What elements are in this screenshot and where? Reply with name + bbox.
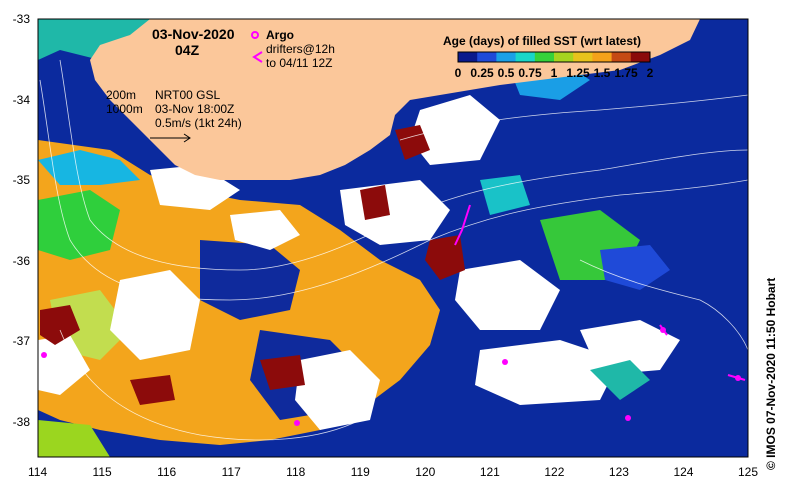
contour-200-label: 200m — [106, 88, 137, 102]
legend-color-swatch — [573, 52, 593, 62]
latitude-tick: -37 — [12, 334, 30, 348]
bathymetry-contours — [39, 59, 748, 441]
latitude-tick: -35 — [12, 173, 30, 187]
legend-tick-label: 1.25 — [566, 66, 590, 80]
longitude-tick: 125 — [738, 465, 759, 479]
legend-color-swatch — [554, 52, 574, 62]
legend-tick-label: 1.5 — [593, 66, 611, 80]
longitude-tick: 124 — [673, 465, 694, 479]
longitude-tick: 116 — [157, 465, 177, 479]
legend-tick-label: 0 — [454, 66, 462, 80]
argo-label: Argo — [266, 28, 294, 42]
legend-frame — [457, 51, 651, 63]
latitude-tick: -33 — [12, 12, 30, 26]
contour-1000-label: 1000m — [106, 102, 143, 116]
velocity-scale-arrow — [150, 133, 191, 143]
longitude-tick: 122 — [544, 465, 565, 479]
latitude-tick: -34 — [12, 92, 30, 107]
legend-colorbar — [457, 51, 651, 63]
legend-title: Age (days) of filled SST (wrt latest) — [443, 34, 642, 48]
latitude-tick: -36 — [12, 253, 30, 268]
latitude-tick: -38 — [12, 414, 30, 429]
drifters-label: drifters@12h — [266, 42, 335, 56]
legend-color-swatch — [592, 52, 613, 62]
product-label: NRT00 GSL — [155, 88, 221, 102]
longitude-tick: 120 — [415, 465, 436, 479]
plot-frame — [37, 18, 749, 458]
credit-label: © IMOS 07-Nov-2020 11:50 Hobart — [764, 277, 778, 470]
longitude-tick: 123 — [608, 465, 629, 479]
longitude-tick: 117 — [221, 465, 241, 479]
longitude-tick: 119 — [350, 465, 370, 479]
drifter-tracks — [454, 204, 746, 381]
longitude-tick: 118 — [286, 465, 306, 479]
legend-tick-label: 0.25 — [470, 66, 494, 80]
legend-tick-label: 2 — [646, 66, 654, 80]
legend-color-swatch — [630, 52, 651, 62]
legend-color-swatch — [477, 52, 497, 62]
scale-label: 0.5m/s (1kt 24h) — [155, 116, 242, 130]
legend-color-swatch — [515, 52, 536, 62]
longitude-tick: 114 — [28, 465, 48, 479]
legend-tick-label: 1 — [550, 66, 558, 80]
argo-legend-icon — [251, 31, 259, 39]
drifter-legend-icon — [252, 51, 263, 63]
drifters-to-label: to 04/11 12Z — [266, 56, 333, 70]
legend-color-swatch — [611, 52, 632, 62]
longitude-tick: 115 — [92, 465, 112, 479]
legend-tick-label: 0.5 — [497, 66, 515, 80]
sst-age-field — [38, 19, 680, 457]
legend-tick-label: 1.75 — [614, 66, 638, 80]
legend-color-swatch — [496, 52, 517, 62]
legend-color-swatch — [534, 52, 555, 62]
map-date: 03-Nov-2020 — [152, 26, 235, 42]
legend-tick-label: 0.75 — [518, 66, 542, 80]
product-time: 03-Nov 18:00Z — [155, 102, 235, 116]
map-hour: 04Z — [175, 42, 200, 58]
longitude-tick: 121 — [479, 465, 500, 479]
legend-color-swatch — [458, 52, 478, 62]
